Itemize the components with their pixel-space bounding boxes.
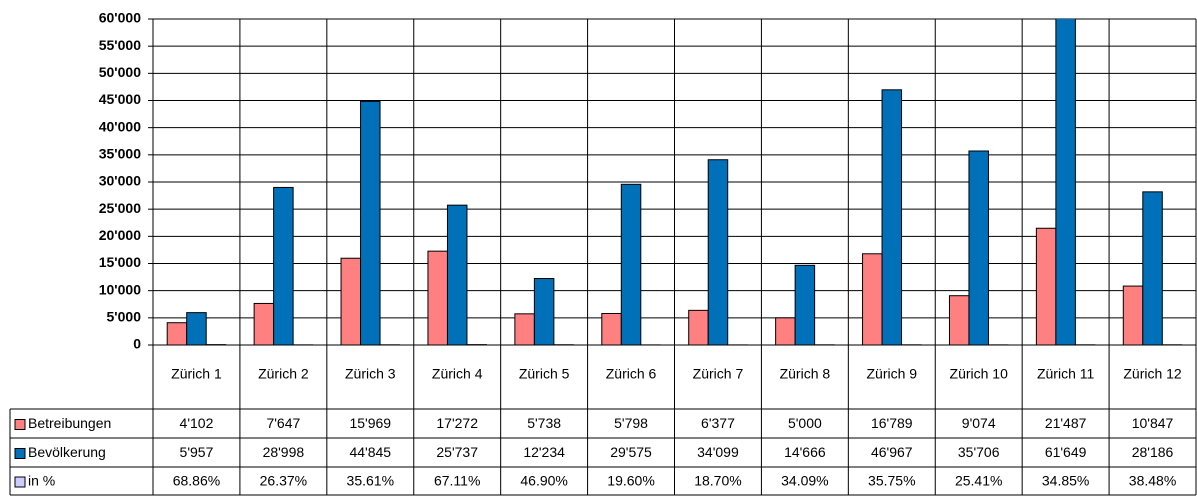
table-cell: 46'967 bbox=[871, 444, 913, 460]
y-tick-label: 35'000 bbox=[99, 146, 141, 162]
table-cell: 38.48% bbox=[1129, 473, 1176, 489]
table-cell: 6'377 bbox=[701, 415, 735, 431]
table-cell: 35.61% bbox=[347, 473, 394, 489]
bar bbox=[186, 312, 207, 345]
table-cell: 10'847 bbox=[1132, 415, 1174, 431]
table-cell: 44'845 bbox=[349, 444, 391, 460]
bar bbox=[688, 309, 709, 345]
table-cell: 14'666 bbox=[784, 444, 826, 460]
legend-key bbox=[14, 419, 26, 430]
legend-key bbox=[14, 448, 26, 459]
y-tick-label: 60'000 bbox=[99, 10, 141, 26]
x-tick-label: Zürich 1 bbox=[171, 366, 222, 382]
bar bbox=[1122, 285, 1144, 345]
legend-key bbox=[14, 476, 26, 488]
bar bbox=[1055, 19, 1076, 345]
plot-area bbox=[166, 19, 1183, 345]
table-cell: 12'234 bbox=[523, 444, 565, 460]
x-tick-label: Zürich 12 bbox=[1123, 366, 1182, 382]
table-cell: 25'737 bbox=[436, 444, 478, 460]
bar bbox=[533, 278, 555, 345]
y-tick-label: 45'000 bbox=[99, 91, 141, 107]
bar bbox=[1142, 191, 1163, 345]
legend-label: in % bbox=[28, 473, 55, 489]
bar bbox=[707, 159, 729, 345]
bar bbox=[166, 322, 188, 345]
x-tick-label: Zürich 2 bbox=[258, 366, 309, 382]
table-cell: 26.37% bbox=[260, 473, 307, 489]
table-cell: 35'706 bbox=[958, 444, 1000, 460]
x-tick-label: Zürich 7 bbox=[693, 366, 744, 382]
table-cell: 7'647 bbox=[266, 415, 300, 431]
x-tick-label: Zürich 3 bbox=[345, 366, 396, 382]
bar bbox=[862, 253, 883, 345]
table-cell: 68.86% bbox=[173, 473, 220, 489]
table-cell: 9'074 bbox=[962, 415, 996, 431]
table-cell: 17'272 bbox=[436, 415, 478, 431]
bar bbox=[881, 89, 903, 345]
table-cell: 28'186 bbox=[1132, 444, 1174, 460]
bar bbox=[775, 317, 796, 345]
bar bbox=[427, 250, 448, 345]
table-cell: 61'649 bbox=[1045, 444, 1087, 460]
bar bbox=[446, 204, 468, 345]
bar bbox=[968, 150, 989, 345]
bar bbox=[360, 100, 381, 345]
table-cell: 5'738 bbox=[527, 415, 561, 431]
bar bbox=[794, 264, 816, 345]
table-cell: 16'789 bbox=[871, 415, 913, 431]
x-tick-label: Zürich 4 bbox=[432, 366, 483, 382]
bar bbox=[253, 302, 275, 345]
table-cell: 19.60% bbox=[607, 473, 654, 489]
table-cell: 25.41% bbox=[955, 473, 1002, 489]
table-cell: 28'998 bbox=[263, 444, 305, 460]
x-tick-label: Zürich 8 bbox=[780, 366, 831, 382]
x-tick-label: Zürich 5 bbox=[519, 366, 570, 382]
x-tick-label: Zürich 11 bbox=[1037, 366, 1095, 382]
table-cell: 18.70% bbox=[694, 473, 741, 489]
y-tick-label: 40'000 bbox=[99, 118, 141, 134]
y-tick-label: 5'000 bbox=[107, 309, 142, 325]
table-cell: 5'957 bbox=[180, 444, 214, 460]
y-tick-label: 15'000 bbox=[99, 254, 141, 270]
y-tick-label: 0 bbox=[133, 336, 141, 352]
bar bbox=[948, 295, 970, 345]
table-cell: 67.11% bbox=[434, 473, 480, 489]
table-cell: 34'099 bbox=[697, 444, 739, 460]
y-tick-label: 50'000 bbox=[99, 64, 141, 80]
bar bbox=[273, 186, 294, 345]
legend-label: Bevölkerung bbox=[28, 444, 106, 460]
bar bbox=[340, 257, 362, 345]
table-cell: 15'969 bbox=[349, 415, 391, 431]
y-tick-label: 25'000 bbox=[99, 200, 141, 216]
y-tick-label: 10'000 bbox=[99, 281, 141, 297]
table-cell: 29'575 bbox=[610, 444, 652, 460]
x-tick-label: Zürich 9 bbox=[867, 366, 918, 382]
table-cell: 46.90% bbox=[520, 473, 567, 489]
bar bbox=[1035, 227, 1057, 345]
table-cell: 34.09% bbox=[781, 473, 828, 489]
x-tick-label: Zürich 6 bbox=[606, 366, 657, 382]
table-cell: 4'102 bbox=[180, 415, 214, 431]
legend-label: Betreibungen bbox=[28, 415, 111, 431]
table-cell: 5'798 bbox=[614, 415, 648, 431]
table-cell: 34.85% bbox=[1042, 473, 1089, 489]
y-tick-label: 30'000 bbox=[99, 173, 141, 189]
bar bbox=[601, 312, 622, 345]
table-cell: 35.75% bbox=[868, 473, 915, 489]
table-cell: 21'487 bbox=[1045, 415, 1087, 431]
bar bbox=[514, 313, 535, 345]
y-tick-label: 20'000 bbox=[99, 227, 141, 243]
x-tick-label: Zürich 10 bbox=[950, 366, 1009, 382]
y-tick-label: 55'000 bbox=[99, 37, 141, 53]
bar bbox=[620, 183, 642, 345]
table-cell: 5'000 bbox=[788, 415, 822, 431]
